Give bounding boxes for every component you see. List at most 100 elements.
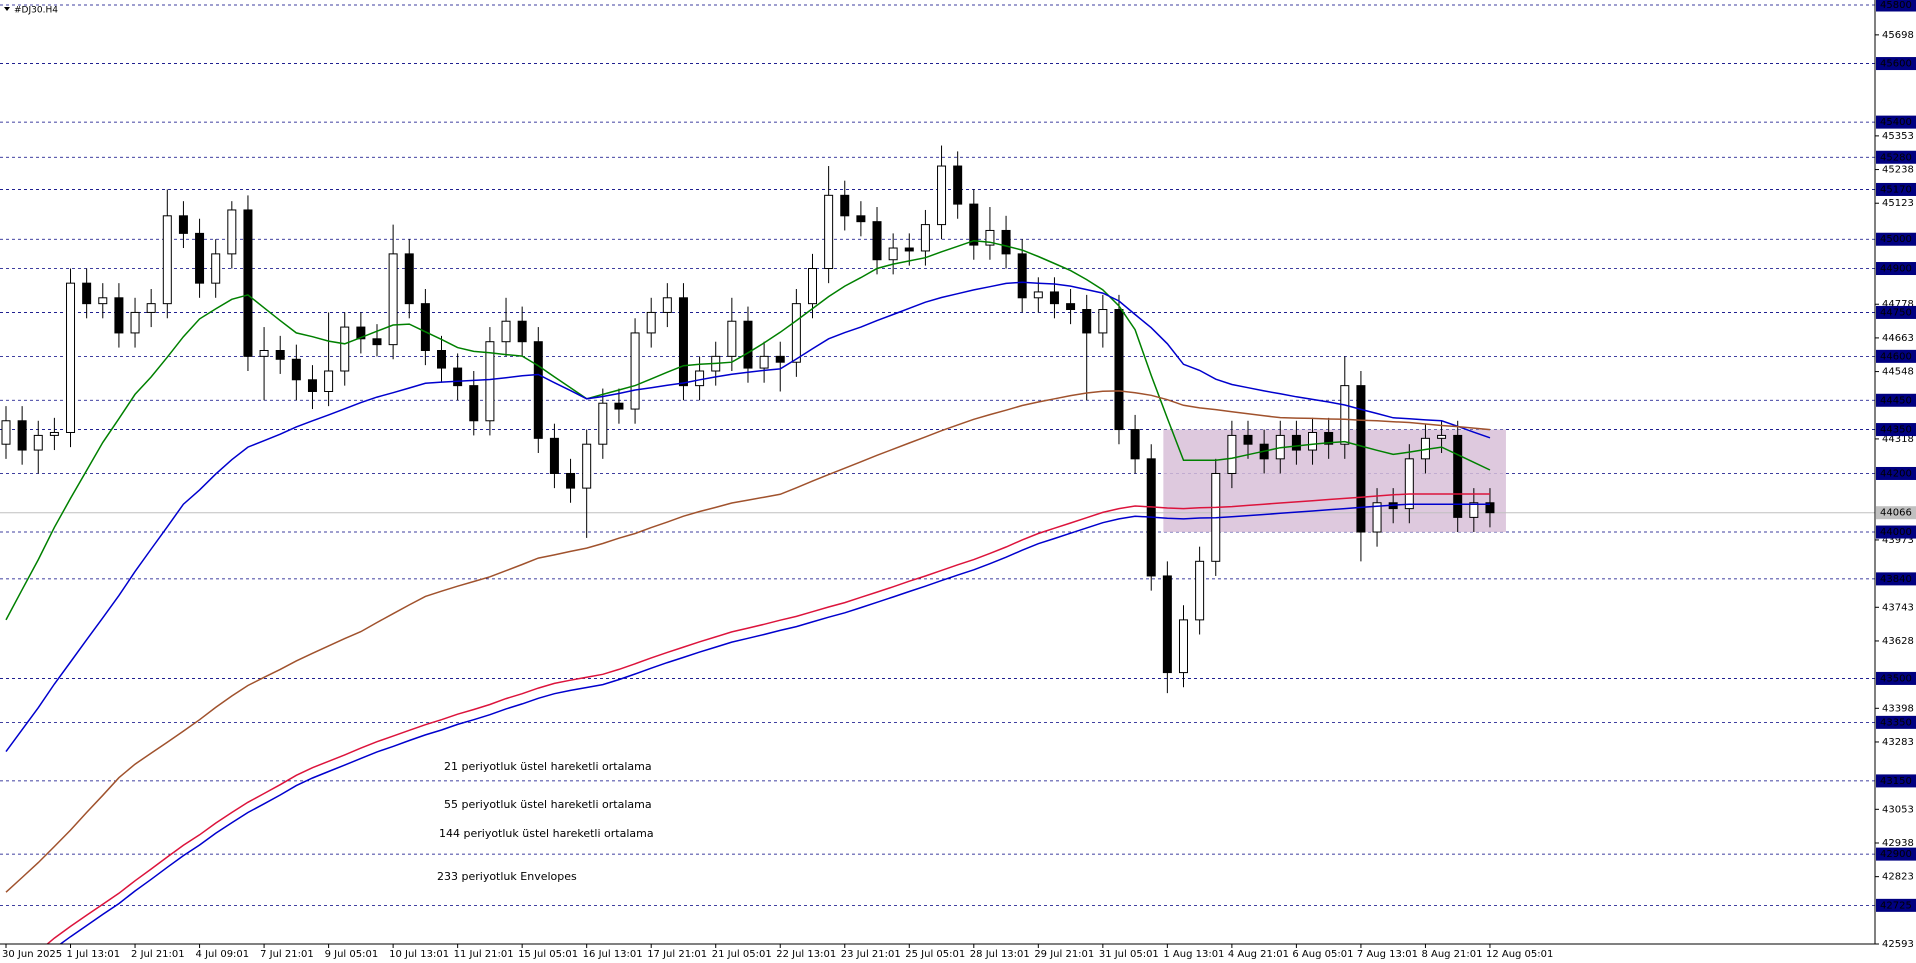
candle-body	[727, 320, 737, 357]
candle-body	[98, 297, 108, 305]
y-tick-label: 43743	[1882, 602, 1914, 613]
candle-body	[662, 297, 672, 313]
candle-body	[1340, 385, 1350, 445]
level-label: 43500	[1880, 673, 1912, 684]
candle-body	[920, 224, 930, 252]
x-tick-label: 10 Jul 13:01	[389, 949, 449, 960]
candle-body	[888, 247, 898, 261]
candle-body	[1485, 502, 1495, 514]
x-tick-label: 17 Jul 21:01	[647, 949, 707, 960]
candle-body	[808, 268, 817, 305]
y-tick-label: 43973	[1882, 535, 1914, 546]
x-tick-label: 12 Aug 05:01	[1486, 949, 1553, 960]
candle-body	[501, 320, 511, 343]
candle-body	[598, 402, 608, 445]
y-tick-label: 42938	[1882, 838, 1914, 849]
candle-body	[1227, 434, 1237, 474]
level-label-bg	[1876, 572, 1916, 586]
candle-body	[840, 194, 850, 217]
candle-body	[969, 203, 979, 246]
candle-body	[162, 215, 172, 305]
last-price-label: 44066	[1880, 508, 1912, 519]
y-tick-label: 42593	[1882, 939, 1914, 950]
level-label-bg	[1876, 232, 1916, 246]
indicator-line	[5, 390, 1491, 893]
level-label: 44350	[1880, 425, 1912, 436]
candle-body	[678, 297, 688, 387]
x-tick-label: 16 Jul 13:01	[583, 949, 643, 960]
candle-body	[953, 165, 963, 205]
y-tick-label: 43628	[1882, 636, 1914, 647]
candle-body	[1453, 434, 1463, 518]
candle-body	[82, 282, 92, 305]
candle-body	[791, 303, 801, 363]
y-tick-label: 43283	[1882, 737, 1914, 748]
candle-body	[178, 215, 188, 234]
level-label-bg	[1876, 393, 1916, 407]
candle-body	[1178, 619, 1188, 674]
indicator-line	[46, 493, 1490, 944]
level-label: 43150	[1880, 776, 1912, 787]
candle-body	[372, 338, 382, 346]
candle-body	[17, 420, 27, 451]
level-label-bg	[1876, 262, 1916, 276]
candle-body	[646, 311, 656, 334]
level-label-bg	[1876, 466, 1916, 480]
x-tick-label: 22 Jul 13:01	[776, 949, 836, 960]
y-tick-label: 44318	[1882, 434, 1914, 445]
level-label: 45800	[1880, 0, 1912, 11]
level-label-bg	[1876, 715, 1916, 729]
candle-body	[1372, 502, 1382, 533]
candle-body	[824, 194, 834, 270]
level-label-bg	[1876, 57, 1916, 71]
candle-body	[743, 320, 753, 369]
level-label-bg	[1876, 898, 1916, 912]
candle-body	[1195, 560, 1205, 621]
candle-body	[469, 385, 479, 422]
level-label-bg	[1876, 349, 1916, 363]
level-label: 44750	[1880, 307, 1912, 318]
symbol-menu-icon[interactable]	[4, 7, 10, 11]
x-tick-label: 7 Jul 21:01	[260, 949, 314, 960]
candle-body	[404, 253, 414, 305]
x-tick-label: 21 Jul 05:01	[712, 949, 772, 960]
y-tick-label: 44778	[1882, 299, 1914, 310]
y-tick-label: 45698	[1882, 30, 1914, 41]
level-label: 42725	[1880, 900, 1912, 911]
candle-body	[1, 420, 11, 445]
candle-body	[324, 370, 334, 392]
candle-body	[1017, 253, 1027, 299]
level-label: 45000	[1880, 234, 1912, 245]
indicator-line	[5, 239, 1491, 621]
candle-body	[356, 326, 366, 340]
candle-body	[566, 472, 576, 489]
candle-body	[1469, 502, 1479, 518]
candle-body	[388, 253, 398, 346]
x-tick-label: 6 Aug 05:01	[1292, 949, 1353, 960]
candle-body	[1356, 385, 1366, 533]
candle-body	[549, 437, 559, 474]
x-tick-label: 23 Jul 21:01	[841, 949, 901, 960]
candle-body	[1114, 309, 1124, 431]
candle-body	[437, 350, 447, 369]
candle-body	[211, 253, 221, 284]
x-tick-label: 25 Jul 05:01	[905, 949, 965, 960]
candle-body	[1082, 309, 1092, 334]
level-label: 45600	[1880, 59, 1912, 70]
y-tick-label: 43053	[1882, 804, 1914, 815]
x-tick-label: 30 Jun 2025	[2, 949, 62, 960]
candle-body	[1098, 309, 1108, 334]
candle-body	[195, 232, 205, 284]
candle-body	[872, 221, 882, 261]
level-label: 45170	[1880, 184, 1912, 195]
candle-body	[517, 320, 527, 343]
level-label-bg	[1876, 774, 1916, 788]
candle-body	[937, 165, 947, 226]
legend-label: 233 periyotluk Envelopes	[437, 870, 577, 883]
plot-area	[0, 4, 1875, 944]
x-tick-label: 4 Jul 09:01	[196, 949, 250, 960]
level-label-bg	[1876, 423, 1916, 437]
x-tick-label: 9 Jul 05:01	[325, 949, 379, 960]
